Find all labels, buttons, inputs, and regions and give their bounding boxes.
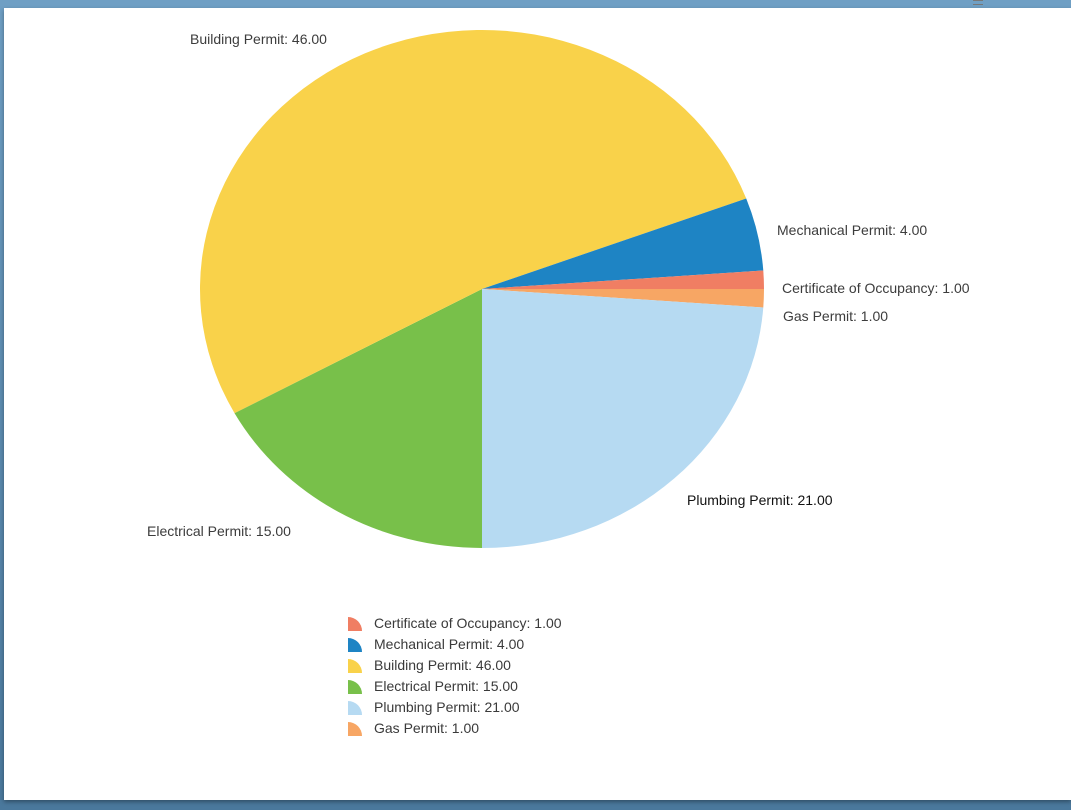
legend-item-certificate-of-occupancy[interactable]: Certificate of Occupancy: 1.00 — [346, 612, 562, 633]
data-label-mechanical-permit: Mechanical Permit: 4.00 — [777, 222, 927, 238]
data-label-certificate-of-occupancy: Certificate of Occupancy: 1.00 — [782, 280, 970, 296]
data-label-building-permit: Building Permit: 46.00 — [190, 31, 327, 47]
data-label-electrical-permit: Electrical Permit: 15.00 — [147, 523, 291, 539]
pie-slice-gas-permit[interactable] — [482, 289, 764, 308]
legend-item-gas-permit[interactable]: Gas Permit: 1.00 — [346, 717, 562, 738]
legend-label: Certificate of Occupancy: 1.00 — [374, 614, 562, 631]
legend-swatch — [346, 720, 366, 736]
data-label-plumbing-permit: Plumbing Permit: 21.00 — [687, 492, 833, 508]
pie-slice-electrical-permit[interactable] — [234, 289, 482, 548]
legend-item-electrical-permit[interactable]: Electrical Permit: 15.00 — [346, 675, 562, 696]
pie-slices — [200, 30, 764, 548]
legend-label: Plumbing Permit: 21.00 — [374, 698, 520, 715]
legend-item-building-permit[interactable]: Building Permit: 46.00 — [346, 654, 562, 675]
legend-label: Gas Permit: 1.00 — [374, 719, 480, 736]
legend-item-plumbing-permit[interactable]: Plumbing Permit: 21.00 — [346, 696, 562, 717]
legend-label: Mechanical Permit: 4.00 — [374, 635, 525, 652]
legend-item-mechanical-permit[interactable]: Mechanical Permit: 4.00 — [346, 633, 562, 654]
legend-swatch — [346, 636, 366, 652]
legend-label: Electrical Permit: 15.00 — [374, 677, 518, 694]
menu-icon[interactable] — [973, 0, 983, 5]
pie-slice-building-permit[interactable] — [200, 30, 747, 414]
legend-swatch — [346, 657, 366, 673]
pie-slice-certificate-of-occupancy[interactable] — [482, 270, 764, 289]
pie-labels: Certificate of Occupancy: 1.00 Mechanical… — [147, 31, 970, 539]
data-label-gas-permit: Gas Permit: 1.00 — [783, 308, 888, 324]
chart-panel: Certificate of Occupancy: 1.00 Mechanical… — [4, 8, 1071, 800]
pie-slice-mechanical-permit[interactable] — [482, 198, 764, 289]
legend-swatch — [346, 615, 366, 631]
legend-swatch — [346, 678, 366, 694]
pie-slice-plumbing-permit[interactable] — [482, 289, 764, 548]
pie-chart: Certificate of Occupancy: 1.00 Mechanical… — [147, 30, 970, 548]
legend-swatch — [346, 699, 366, 715]
legend-label: Building Permit: 46.00 — [374, 656, 511, 673]
chart-legend: Certificate of Occupancy: 1.00 Mechanical… — [346, 612, 562, 738]
